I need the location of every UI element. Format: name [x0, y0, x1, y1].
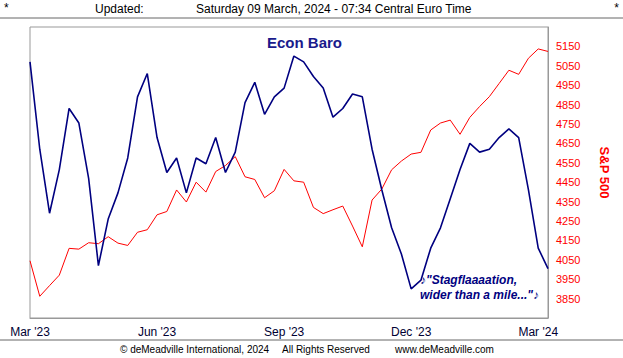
svg-text:4050: 4050	[556, 254, 580, 266]
svg-text:Saturday 09 March, 2024 - 07:3: Saturday 09 March, 2024 - 07:34 Central …	[196, 2, 472, 16]
svg-text:Sep '23: Sep '23	[264, 325, 305, 339]
svg-text:4350: 4350	[556, 196, 580, 208]
svg-text:Dec '23: Dec '23	[391, 325, 432, 339]
svg-text:4250: 4250	[556, 215, 580, 227]
svg-text:Jun '23: Jun '23	[138, 325, 177, 339]
svg-text:wider than a mile..."♪: wider than a mile..."♪	[420, 288, 539, 302]
svg-text:www.deMeadville.com: www.deMeadville.com	[394, 344, 494, 355]
svg-text:4850: 4850	[556, 99, 580, 111]
svg-text:4650: 4650	[556, 137, 580, 149]
svg-text:3850: 3850	[556, 293, 580, 305]
svg-text:♪"Stagflaaaation,: ♪"Stagflaaaation,	[420, 273, 517, 287]
svg-text:4950: 4950	[556, 79, 580, 91]
svg-text:© deMeadville International, 2: © deMeadville International, 2024	[120, 344, 270, 355]
svg-text:4450: 4450	[556, 176, 580, 188]
svg-text:5050: 5050	[556, 60, 580, 72]
svg-text:Econ Baro: Econ Baro	[267, 34, 342, 51]
svg-text:5150: 5150	[556, 40, 580, 52]
svg-text:Mar '23: Mar '23	[10, 325, 50, 339]
svg-text:4750: 4750	[556, 118, 580, 130]
svg-text:Updated:: Updated:	[95, 2, 144, 16]
svg-text:4550: 4550	[556, 157, 580, 169]
svg-text:*: *	[614, 1, 619, 15]
svg-text:Mar '24: Mar '24	[518, 325, 558, 339]
svg-text:All Rights Reserved: All Rights Reserved	[282, 344, 370, 355]
svg-text:S&P 500: S&P 500	[597, 147, 612, 199]
svg-text:*: *	[4, 1, 9, 15]
svg-text:3950: 3950	[556, 273, 580, 285]
svg-text:4150: 4150	[556, 234, 580, 246]
